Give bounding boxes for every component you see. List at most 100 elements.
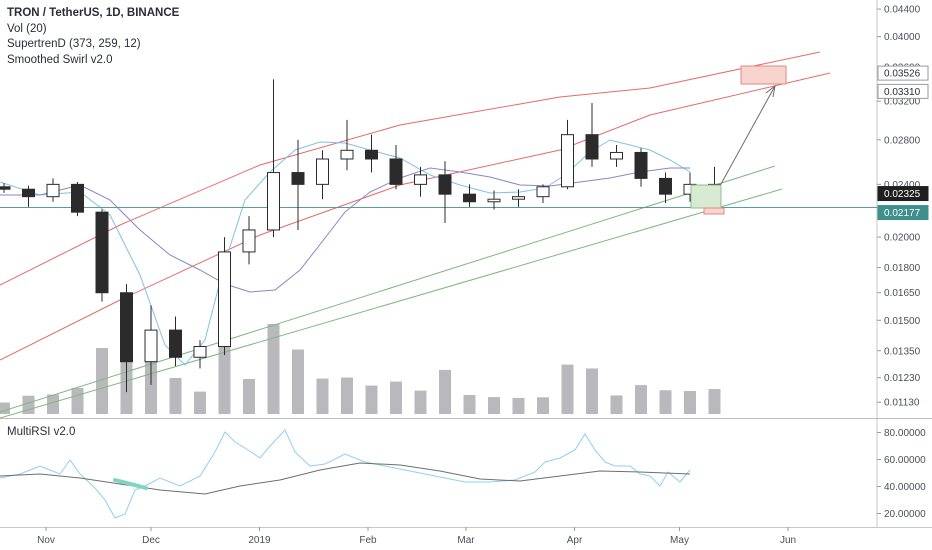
price-tick-label: 0.02800 <box>884 135 921 146</box>
volume-bar <box>488 397 500 414</box>
price-tick-label: 0.01130 <box>884 398 920 409</box>
volume-bar <box>96 348 108 414</box>
volume-bar <box>537 397 549 414</box>
price-tick-label: 0.01500 <box>884 316 921 327</box>
price-tick-label: 0.04000 <box>884 32 921 43</box>
target-box[interactable] <box>740 65 787 85</box>
candlesticks <box>0 79 721 393</box>
volume-bar <box>635 385 647 414</box>
volume-bar <box>684 391 696 414</box>
rsi-lines <box>0 429 691 519</box>
candle-up <box>561 134 574 188</box>
volume-bar <box>610 395 623 414</box>
candle-down <box>95 211 109 294</box>
volume-bar <box>586 368 598 414</box>
price-tick-label: 0.02000 <box>884 233 921 244</box>
candle-up <box>610 151 623 160</box>
volume-bar <box>439 369 451 414</box>
volume-bar <box>243 378 255 414</box>
candle-up <box>193 346 207 358</box>
volume-bar <box>561 364 574 414</box>
indicator-smoothed-swirl[interactable]: Smoothed Swirl v2.0 <box>7 53 113 66</box>
stop-box[interactable] <box>703 207 725 215</box>
candle-down <box>291 172 305 185</box>
volume-bar <box>316 378 329 414</box>
price-tick-label: 0.01650 <box>884 288 921 299</box>
volume-bar <box>365 385 378 414</box>
forecast-arrow-head <box>765 84 776 98</box>
price-tag-bg <box>877 65 929 81</box>
candle-up <box>340 149 354 160</box>
date-tick-label: Nov <box>37 535 55 546</box>
rsi-axis[interactable]: 80.00000 60.00000 40.00000 20.00000 <box>877 428 926 520</box>
volume-bar <box>22 395 35 414</box>
candle-up <box>414 174 427 185</box>
candle-down <box>585 134 599 160</box>
candle-up <box>144 329 158 363</box>
indicator-volume[interactable]: Vol (20) <box>7 22 47 35</box>
volume-bar <box>71 387 84 414</box>
volume-bar <box>512 397 525 414</box>
price-tick-label: 0.04400 <box>884 5 921 16</box>
entry-box[interactable] <box>690 184 722 209</box>
candle-down <box>389 158 403 185</box>
candle-down <box>169 329 182 358</box>
candle-down <box>659 177 672 195</box>
volume-bar <box>194 391 206 414</box>
date-tick-label: Mar <box>457 535 475 546</box>
date-tick-label: 2019 <box>248 535 271 546</box>
volume-bar <box>292 349 304 414</box>
price-tick-label: 0.02400 <box>884 180 921 191</box>
volume-bar <box>414 390 427 414</box>
price-tag-bg <box>877 83 929 99</box>
price-tag-label: 0.02177 <box>884 208 921 219</box>
candle-down <box>22 188 35 198</box>
volume-bar <box>0 402 10 414</box>
symbol-title[interactable]: TRON / TetherUS, 1D, BINANCE <box>7 7 180 19</box>
volume-bar <box>47 394 59 414</box>
blue-moving-average <box>0 139 691 366</box>
price-tags: 0.03526 0.03310 0.02325 0.02177 <box>877 65 929 221</box>
indicator-supertrend[interactable]: SupertrenD (373, 259, 12) <box>7 38 141 50</box>
candle-up <box>242 229 256 253</box>
rsi-tick-label: 60.00000 <box>884 455 926 466</box>
rsi-slow-line <box>0 462 691 495</box>
price-tick-label: 0.01350 <box>884 346 921 357</box>
candle-down <box>365 149 378 160</box>
candle-up <box>267 172 280 231</box>
candle-up <box>46 183 60 198</box>
price-tick-label: 0.01800 <box>884 263 921 274</box>
chart-legend: TRON / TetherUS, 1D, BINANCE Vol (20) Su… <box>7 6 179 68</box>
volume-bar <box>390 381 402 414</box>
volume-bar <box>708 389 721 414</box>
rsi-highlight-segment <box>113 478 148 490</box>
volume-bar <box>169 378 182 414</box>
candle-down <box>438 174 452 195</box>
volume-bar <box>145 357 157 414</box>
candle-up <box>512 196 525 200</box>
volume-bar <box>218 327 231 414</box>
candle-up <box>536 186 550 198</box>
rsi-panel-title[interactable]: MultiRSI v2.0 <box>7 426 76 438</box>
price-tag-bg <box>877 205 929 221</box>
time-axis[interactable]: Nov Dec 2019 Feb Mar Apr May Jun <box>37 527 796 546</box>
date-tick-label: Dec <box>142 535 160 546</box>
volume-bar <box>463 395 476 414</box>
forecast-drawings[interactable] <box>690 65 787 215</box>
candle-down <box>120 292 133 363</box>
red-channel-upper <box>0 51 821 286</box>
date-tick-label: Apr <box>567 535 583 546</box>
candle-down <box>634 151 648 179</box>
price-tick-label: 0.03200 <box>884 97 921 108</box>
candle-up <box>487 198 501 203</box>
rsi-tick-label: 20.00000 <box>884 509 926 520</box>
price-tick-label: 0.01230 <box>884 373 921 384</box>
forecast-arrow-line <box>720 85 776 185</box>
date-tick-label: Feb <box>359 535 377 546</box>
date-tick-label: Jun <box>780 535 796 546</box>
purple-moving-average <box>0 167 690 293</box>
rsi-fast-line <box>0 429 691 519</box>
candle-up <box>316 158 329 185</box>
candle-up <box>218 251 231 348</box>
